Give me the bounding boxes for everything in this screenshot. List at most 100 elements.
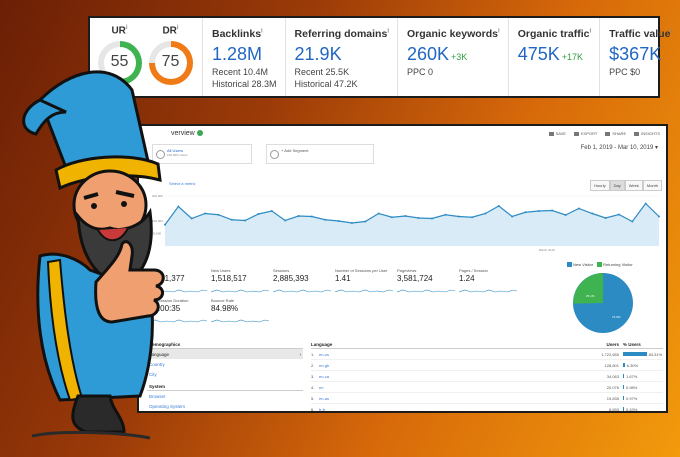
data-point[interactable] [310,215,313,218]
data-point[interactable] [364,220,367,223]
date-range-picker[interactable]: Feb 1, 2019 - Mar 10, 2019 ▾ [581,144,658,151]
data-point[interactable] [577,207,580,210]
data-point[interactable] [404,215,407,217]
data-point[interactable] [631,220,634,223]
metric-card[interactable]: Sessions 2,885,393 [273,268,331,294]
data-point[interactable] [350,222,353,224]
granularity-week[interactable]: Week [624,180,643,191]
data-point[interactable] [337,220,340,222]
system-item-browser[interactable]: Browser [149,393,166,399]
traffic-value-value[interactable]: $367K [609,44,662,64]
data-point[interactable] [444,213,447,216]
info-icon[interactable]: i [589,28,592,35]
organic-traffic-value[interactable]: 475K [517,44,560,64]
backlinks-stat[interactable]: Backlinksi 1.28M Recent 10.4M Historical… [202,18,285,96]
granularity-month[interactable]: Month [642,180,662,191]
add-segment-button[interactable]: + Add Segment [266,144,374,164]
col-language[interactable]: Language [311,342,333,347]
wizard-ground-shadow [31,430,151,440]
data-point[interactable] [537,210,540,212]
data-point[interactable] [604,217,607,219]
data-point[interactable] [471,216,474,219]
granularity-day[interactable]: Day [609,180,625,191]
row-language-link[interactable]: en-us [319,351,330,357]
metric-card[interactable]: Avg. Session Duration 00:00:35 [149,298,207,324]
data-point[interactable] [390,216,393,219]
metric-card[interactable]: Bounce Rate 84.98% [211,298,269,324]
data-point[interactable] [324,218,327,221]
data-point[interactable] [484,212,487,215]
metric-card[interactable]: New Users 1,518,517 [211,268,269,294]
pie-slice-returning[interactable] [573,273,603,304]
export-button[interactable]: EXPORT [573,131,597,136]
data-point[interactable] [457,215,460,218]
data-point[interactable] [524,211,527,214]
segment-all-users[interactable]: All Users 100.00% Users [152,144,252,164]
data-point[interactable] [244,219,247,222]
metric-card[interactable]: Pageviews 3,581,724 [397,268,455,294]
info-icon[interactable]: i [498,28,500,35]
share-button[interactable]: SHARE [605,131,626,136]
row-language-link[interactable]: en [319,384,324,390]
data-point[interactable] [658,215,660,218]
demographics-item-country[interactable]: Country [149,361,165,367]
data-point[interactable] [591,212,594,215]
data-point[interactable] [217,213,220,216]
data-point[interactable] [257,213,260,215]
data-point[interactable] [497,205,500,207]
organic-traffic-stat[interactable]: Organic traffici 475K +17K [507,18,599,96]
data-point[interactable] [177,205,180,208]
data-point[interactable] [564,214,567,216]
organic-keywords-stat[interactable]: Organic keywordsi 260K +3K PPC 0 [396,18,508,96]
info-icon[interactable]: i [176,25,179,31]
data-point[interactable] [377,212,380,215]
info-icon[interactable]: i [387,28,389,35]
row-language-link[interactable]: en-gb [319,362,330,368]
dr-gauge[interactable]: DRi 75 [149,25,193,89]
system-item-os[interactable]: Operating System [149,403,186,409]
referring-domains-stat[interactable]: Referring domainsi 21.9K Recent 25.5K Hi… [284,18,397,96]
data-point[interactable] [284,219,287,222]
info-icon[interactable]: i [670,28,673,35]
data-point[interactable] [511,215,514,218]
data-point[interactable] [644,202,647,205]
data-point[interactable] [190,217,193,220]
table-row[interactable]: 6. fr-fr 8,693 0.43% [311,404,663,412]
table-row[interactable]: 5. en-au 19,835 0.97% [311,393,663,404]
data-point[interactable] [164,223,166,226]
select-metric-link[interactable]: Select a metric [169,181,196,186]
insights-button[interactable]: INSIGHTS [634,131,660,136]
data-point[interactable] [551,209,554,212]
table-row[interactable]: 3. en-ca 34,063 1.67% [311,371,663,382]
metric-card[interactable]: Pages / Session 1.24 [459,268,517,294]
row-language-link[interactable]: en-ca [319,373,330,379]
table-row[interactable]: 4. en 20,076 0.98% [311,382,663,393]
col-pct-users[interactable]: % Users [623,342,641,347]
table-row[interactable]: 2. en-gb 128,601 6.30% [311,360,663,371]
data-point[interactable] [204,212,207,215]
table-row[interactable]: 1. en-us 1,722,655 84.31% [311,349,663,360]
demographics-item-language[interactable]: Language › [147,349,303,359]
col-users[interactable]: Users [606,342,619,347]
demographics-item-city[interactable]: City [149,371,157,377]
data-point[interactable] [270,210,273,212]
data-point[interactable] [431,217,434,220]
info-icon[interactable]: i [125,25,128,31]
ur-gauge[interactable]: URi 55 [98,25,142,89]
granularity-hourly[interactable]: Hourly [590,180,610,191]
backlinks-value[interactable]: 1.28M [212,44,263,64]
metric-card[interactable]: Number of Sessions per User 1.41 [335,268,393,294]
save-button[interactable]: SAVE [548,131,566,136]
metric-sparkline [211,319,269,323]
row-language-link[interactable]: fr-fr [319,406,326,412]
data-point[interactable] [417,217,420,219]
row-pct-bar [623,407,624,411]
organic-keywords-value[interactable]: 260K [406,44,450,64]
row-language-link[interactable]: en-au [319,395,330,401]
data-point[interactable] [230,218,233,221]
traffic-value-stat[interactable]: Traffic valuei $367K PPC $0 [599,18,680,96]
data-point[interactable] [617,213,620,216]
info-icon[interactable]: i [261,28,263,35]
referring-value[interactable]: 21.9K [294,44,342,64]
data-point[interactable] [297,215,300,217]
